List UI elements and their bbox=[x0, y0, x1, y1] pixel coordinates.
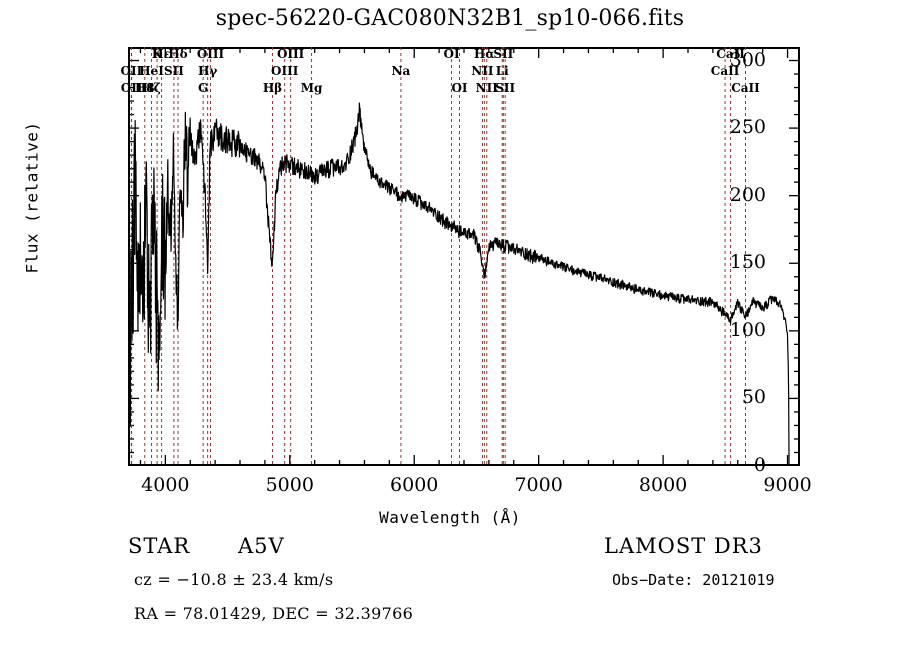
spectral-line-label: CaII bbox=[710, 64, 740, 78]
y-tick-label: 100 bbox=[729, 318, 766, 341]
spectral-line-label: OI bbox=[443, 47, 460, 61]
spectral-line-label: SII bbox=[493, 47, 514, 61]
survey-label: LAMOST DR3 bbox=[604, 534, 763, 558]
y-tick-label: 250 bbox=[729, 116, 766, 139]
spectral-line-label: OI bbox=[451, 81, 468, 95]
coordinates-label: RA = 78.01429, DEC = 32.39766 bbox=[134, 604, 414, 623]
axis-ticks bbox=[128, 47, 800, 466]
y-tick-label: 150 bbox=[729, 251, 766, 274]
spectral-line-label: OIII bbox=[196, 47, 225, 61]
y-tick-label: 300 bbox=[729, 48, 766, 71]
spectral-line-label: H8 bbox=[134, 81, 155, 95]
x-axis-title: Wavelength (Å) bbox=[379, 508, 521, 527]
spectral-line-label: K bbox=[151, 47, 163, 61]
spectral-line-label: Li bbox=[495, 64, 509, 78]
x-tick-label: 8000 bbox=[638, 474, 688, 496]
redshift-velocity-label: cz = −10.8 ± 23.4 km/s bbox=[134, 570, 334, 589]
plot-canvas bbox=[128, 47, 800, 466]
page-title: spec-56220-GAC080N32B1_sp10-066.fits bbox=[215, 6, 685, 31]
spectral-line-label: CaII bbox=[731, 81, 760, 95]
object-type-label: STAR bbox=[128, 534, 191, 558]
x-tick-label: 5000 bbox=[265, 474, 314, 496]
spectral-line-label: Hε bbox=[152, 47, 171, 61]
spectrum-curve bbox=[128, 102, 791, 466]
spectral-line-label: Hζ bbox=[142, 81, 161, 95]
spectral-line-label: CaII bbox=[716, 47, 745, 61]
spectral-line-label: Hα bbox=[473, 47, 495, 61]
y-tick-label: 0 bbox=[753, 454, 766, 476]
plot-frame bbox=[128, 47, 800, 466]
spectrum-plot bbox=[128, 47, 800, 466]
spectral-line-label: OII bbox=[120, 81, 143, 95]
spectral-line-label: HeI bbox=[139, 64, 164, 78]
spectral-line-label: SII bbox=[163, 64, 184, 78]
spectral-class-label: A5V bbox=[238, 534, 285, 558]
spectral-line-label: OIII bbox=[271, 64, 299, 78]
spectral-line-label: Hδ bbox=[168, 47, 188, 61]
y-tick-label: 200 bbox=[729, 183, 766, 206]
y-axis-title: Flux (relative) bbox=[22, 121, 42, 274]
line-markers bbox=[130, 47, 746, 466]
x-tick-label: 9000 bbox=[763, 474, 812, 496]
spectral-line-label: Mg bbox=[300, 81, 323, 95]
x-tick-label: 7000 bbox=[514, 474, 563, 496]
spectral-line-label: Hβ bbox=[262, 81, 283, 95]
obs-date-label: Obs−Date: 20121019 bbox=[612, 571, 775, 589]
y-tick-label: 50 bbox=[741, 386, 766, 409]
spectrum-svg bbox=[128, 47, 800, 466]
spectral-line-label: OIII bbox=[276, 47, 305, 61]
spectral-line-label: NII bbox=[475, 81, 498, 95]
spectral-line-label: OII bbox=[120, 64, 143, 78]
spectral-line-label: NII bbox=[471, 64, 494, 78]
spectral-line-label: Na bbox=[391, 64, 411, 78]
x-tick-label: 4000 bbox=[141, 474, 190, 496]
spectral-line-label: Hγ bbox=[198, 64, 218, 78]
spectral-line-label: SII bbox=[495, 81, 516, 95]
spectral-line-label: G bbox=[198, 81, 209, 95]
x-tick-label: 6000 bbox=[390, 474, 439, 496]
